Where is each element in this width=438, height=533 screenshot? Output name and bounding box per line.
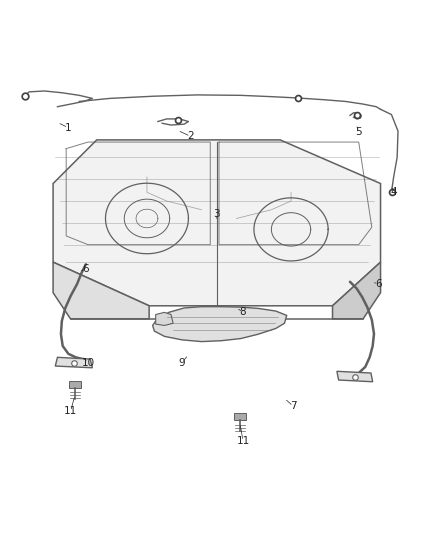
Text: 3: 3 — [213, 209, 220, 219]
Text: 6: 6 — [375, 279, 381, 289]
Text: 10: 10 — [81, 358, 95, 368]
Text: 2: 2 — [187, 132, 194, 141]
Polygon shape — [53, 262, 149, 319]
Polygon shape — [152, 306, 287, 342]
Polygon shape — [332, 262, 381, 319]
Text: 11: 11 — [237, 436, 250, 446]
Text: 6: 6 — [82, 264, 89, 273]
Polygon shape — [155, 312, 173, 326]
Polygon shape — [53, 140, 381, 306]
Text: 5: 5 — [355, 127, 362, 137]
Text: 4: 4 — [390, 187, 397, 197]
Polygon shape — [69, 381, 81, 388]
Polygon shape — [234, 413, 246, 420]
Text: 8: 8 — [240, 308, 246, 317]
Text: 1: 1 — [65, 123, 72, 133]
Text: 9: 9 — [179, 358, 185, 368]
Polygon shape — [55, 357, 92, 368]
Polygon shape — [337, 372, 373, 382]
Text: 7: 7 — [290, 401, 297, 411]
Text: 11: 11 — [64, 407, 77, 416]
